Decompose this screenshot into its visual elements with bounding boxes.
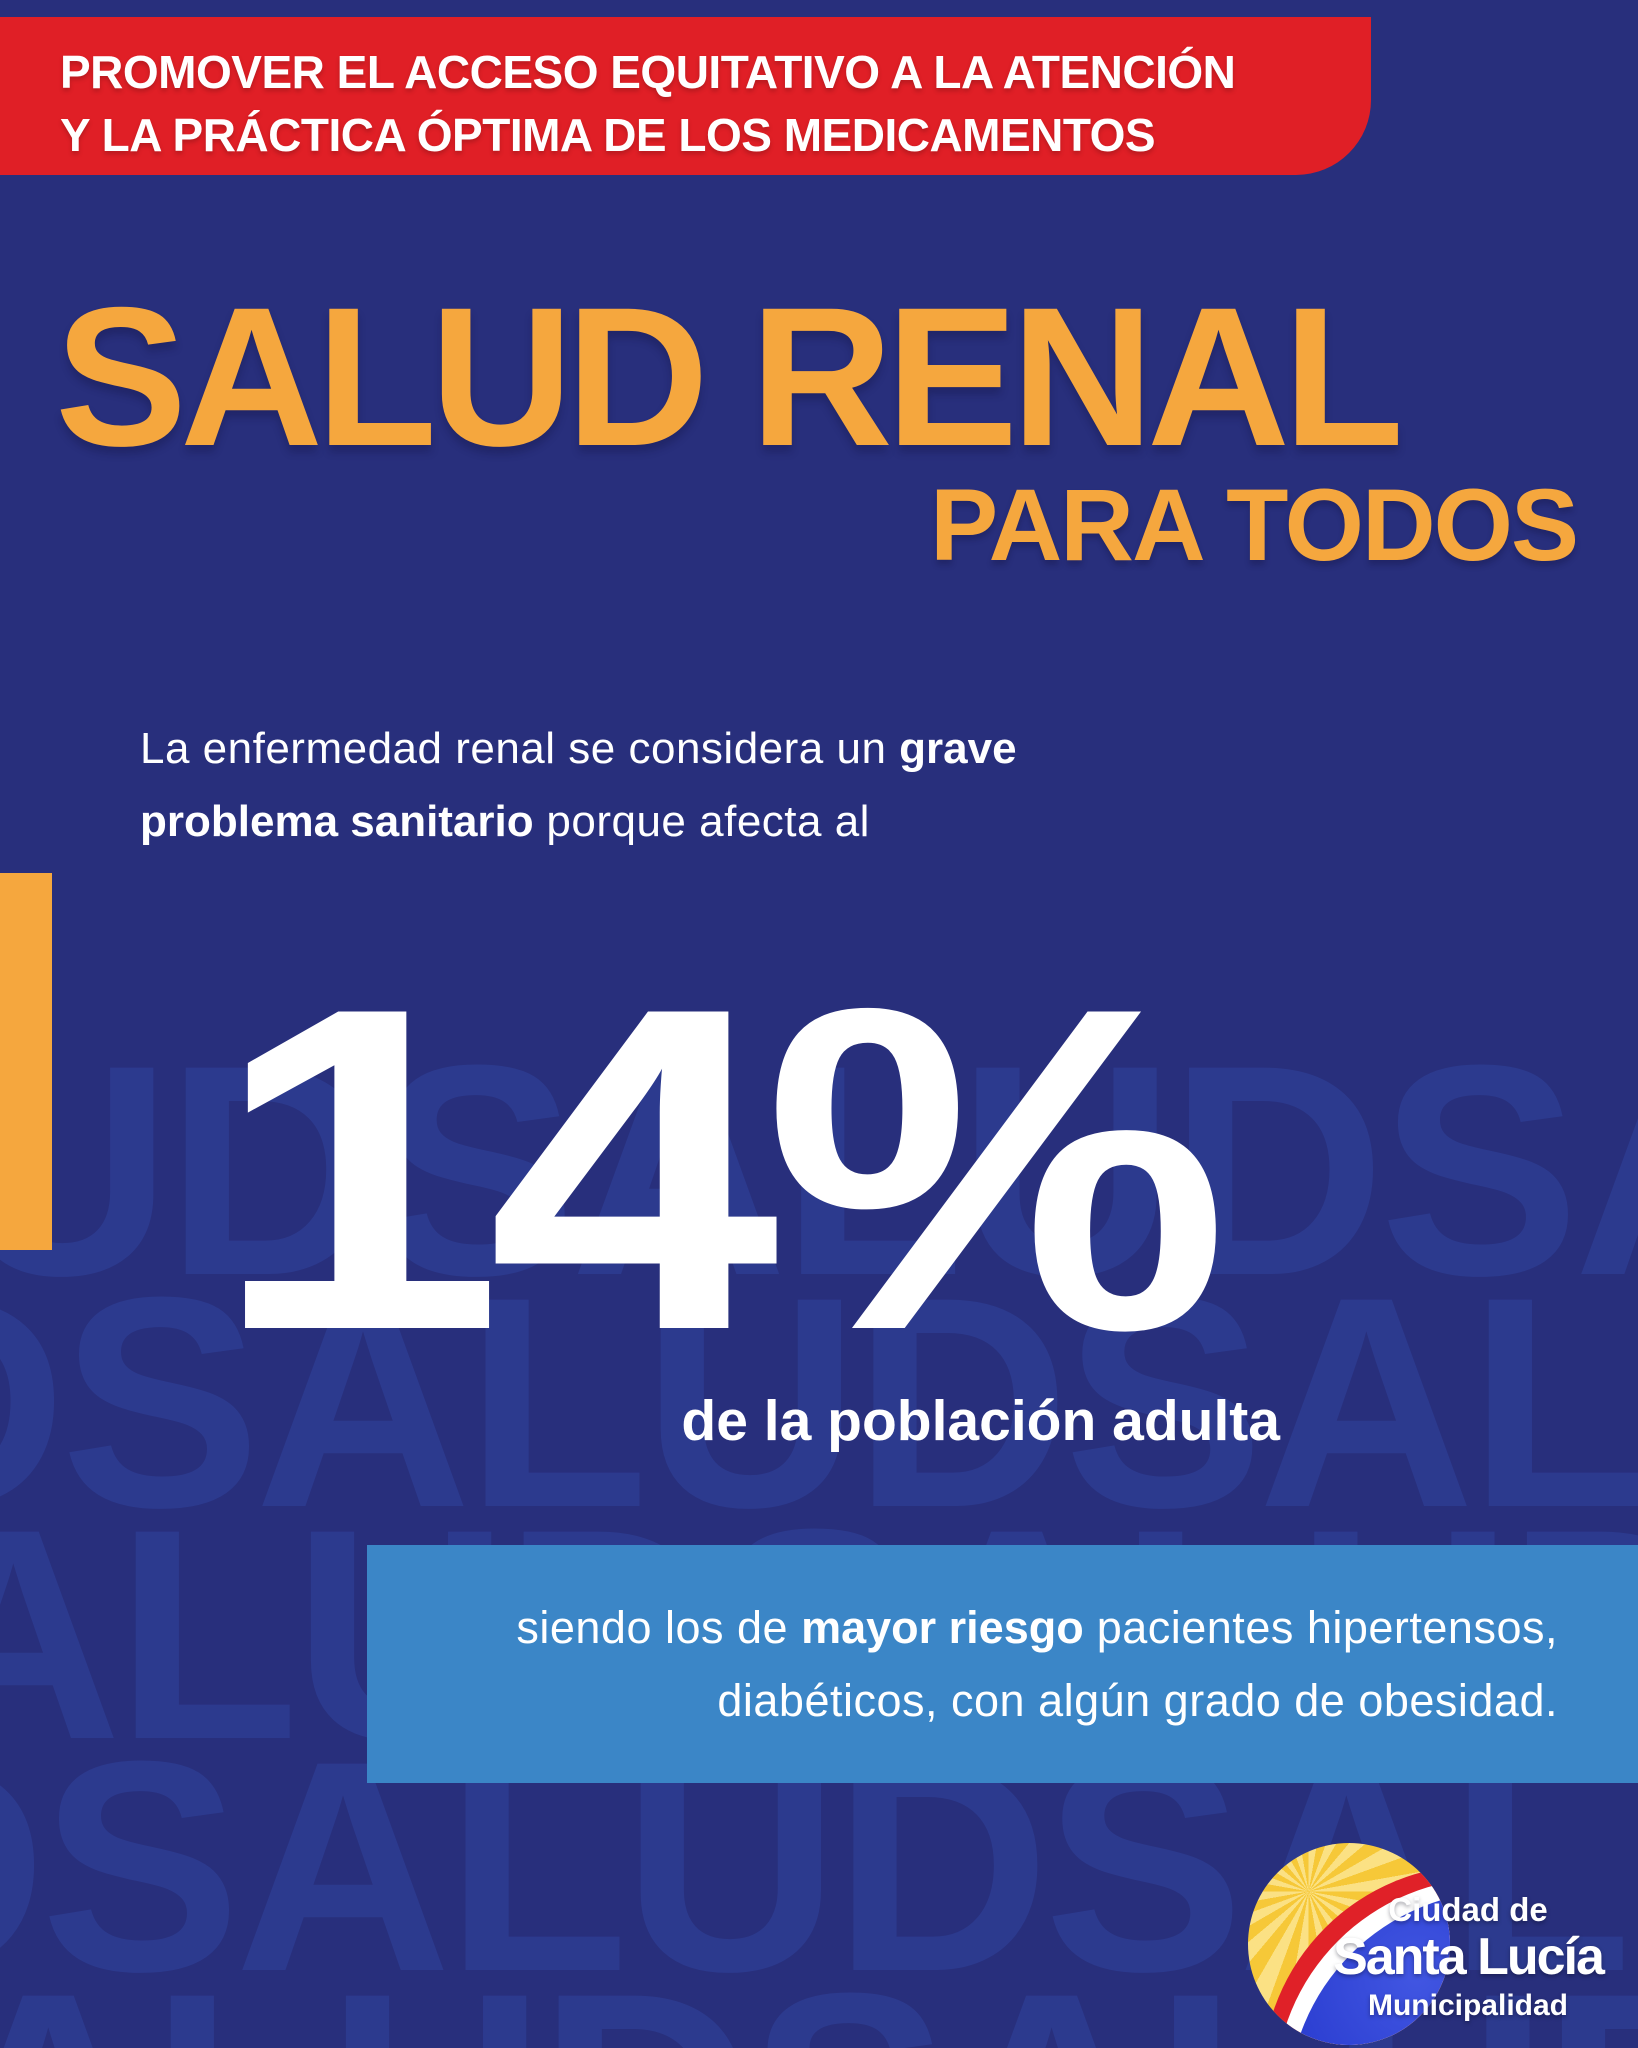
logo-org-name: Municipalidad <box>1367 1989 1568 2022</box>
header-banner: PROMOVER EL ACCESO EQUITATIVO A LA ATENC… <box>0 17 1371 175</box>
intro-emphasis: problema sanitario <box>140 797 534 846</box>
risk-info-box: siendo los de mayor riesgo pacientes hip… <box>367 1545 1638 1783</box>
header-banner-line1: PROMOVER EL ACCESO EQUITATIVO A LA ATENC… <box>60 46 1236 98</box>
intro-paragraph: La enfermedad renal se considera un grav… <box>140 712 1240 858</box>
accent-bar <box>0 873 52 1250</box>
intro-text: La enfermedad renal se considera un <box>140 724 900 773</box>
municipality-logo-text: Ciudad de Santa Lucía Municipalidad <box>1310 1893 1626 2021</box>
municipality-logo-icon <box>1248 1843 1450 2045</box>
stat-caption: de la población adulta <box>681 1389 1280 1453</box>
watermark-row: UDSALUDSALUDSA <box>0 1002 1638 1338</box>
intro-text: porque afecta al <box>533 797 870 846</box>
logo-city-name: Santa Lucía <box>1333 1928 1605 1986</box>
page-subtitle: PARA TODOS <box>930 468 1579 582</box>
page-title: SALUD RENAL <box>55 266 1404 487</box>
watermark-row: DSALUDSALUDSAL <box>0 1234 1638 1570</box>
risk-text: pacientes hipertensos, <box>1083 1602 1558 1653</box>
intro-emphasis: grave <box>899 724 1017 773</box>
logo-city-prefix: Ciudad de <box>1388 1891 1548 1928</box>
risk-text: diabéticos, con algún grado de obesidad. <box>717 1675 1558 1726</box>
risk-emphasis: mayor riesgo <box>801 1602 1084 1653</box>
header-banner-line2: Y LA PRÁCTICA ÓPTIMA DE LOS MEDICAMENTOS <box>60 109 1156 161</box>
stat-value: 14% <box>212 913 1230 1426</box>
risk-text: siendo los de <box>516 1602 802 1653</box>
